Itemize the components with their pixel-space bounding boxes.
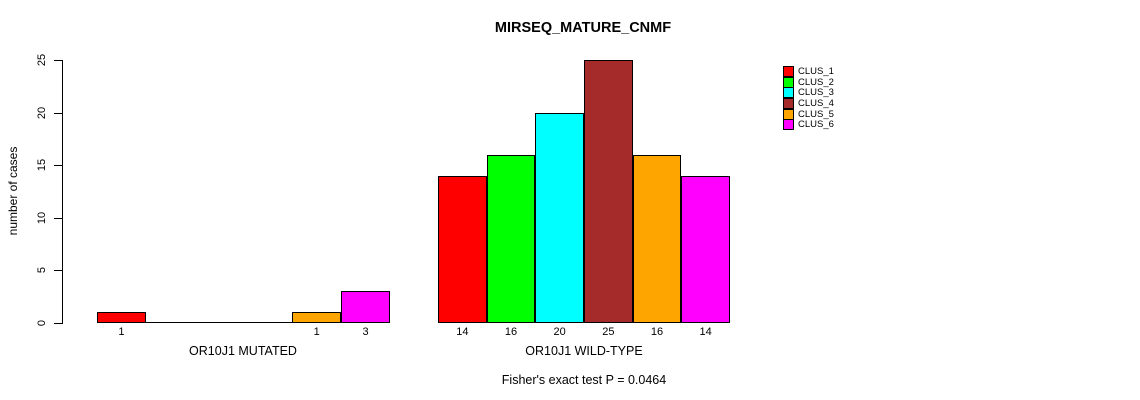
group-label-mutated: OR10J1 MUTATED <box>189 344 297 358</box>
legend-item-clus_3: CLUS_3 <box>783 87 853 99</box>
legend-item-clus_5: CLUS_5 <box>783 108 853 120</box>
legend-swatch-clus_1 <box>783 66 794 77</box>
bar-clus_5 <box>292 312 342 323</box>
legend-swatch-clus_4 <box>783 97 794 109</box>
bar-clus_6 <box>341 291 390 323</box>
bar-clus_4 <box>584 60 633 323</box>
legend-label: CLUS_5 <box>798 108 834 120</box>
legend-label: CLUS_3 <box>798 87 834 99</box>
bar-value-label: 3 <box>362 326 369 338</box>
bar-clus_5 <box>632 154 682 323</box>
legend-swatch-clus_3 <box>783 87 794 99</box>
legend-item-clus_6: CLUS_6 <box>783 119 853 131</box>
bar-clus_2 <box>486 154 536 323</box>
legend-item-clus_1: CLUS_1 <box>783 66 853 77</box>
chart-title: MIRSEQ_MATURE_CNMF <box>494 20 672 36</box>
annotation-fisher-test: Fisher's exact test P = 0.0464 <box>501 373 667 387</box>
group-baseline <box>97 322 390 323</box>
legend-label: CLUS_4 <box>798 97 834 109</box>
bar-value-label: 25 <box>602 326 615 338</box>
bar-value-label: 16 <box>504 326 518 338</box>
y-tick-mark <box>54 217 62 219</box>
legend-label: CLUS_1 <box>798 66 834 77</box>
bar-value-label: 1 <box>118 326 125 338</box>
legend-swatch-clus_6 <box>783 119 794 131</box>
y-tick-mark <box>54 60 62 61</box>
bar-clus_3 <box>535 112 584 323</box>
legend-swatch-clus_2 <box>783 76 794 88</box>
bar-value-label: 16 <box>650 326 664 338</box>
bar-value-label: 14 <box>699 326 712 338</box>
y-tick-mark <box>54 112 62 114</box>
bar-value-label: 20 <box>553 326 566 338</box>
y-tick-mark <box>54 165 62 167</box>
bar-clus_6 <box>681 175 730 323</box>
y-tick-mark <box>54 270 62 272</box>
legend-label: CLUS_2 <box>798 76 834 88</box>
bar-value-label: 14 <box>456 326 469 338</box>
legend-item-clus_2: CLUS_2 <box>783 76 853 88</box>
legend-swatch-clus_5 <box>783 108 794 120</box>
bar-clus_1 <box>438 175 487 323</box>
bar-clus_1 <box>97 312 146 323</box>
bar-value-label: 1 <box>313 326 320 338</box>
legend-label: CLUS_6 <box>798 119 834 131</box>
group-label-wildtype: OR10J1 WILD-TYPE <box>525 344 643 358</box>
y-tick-mark <box>54 323 62 324</box>
y-axis-line <box>62 60 63 324</box>
legend-item-clus_4: CLUS_4 <box>783 97 853 109</box>
